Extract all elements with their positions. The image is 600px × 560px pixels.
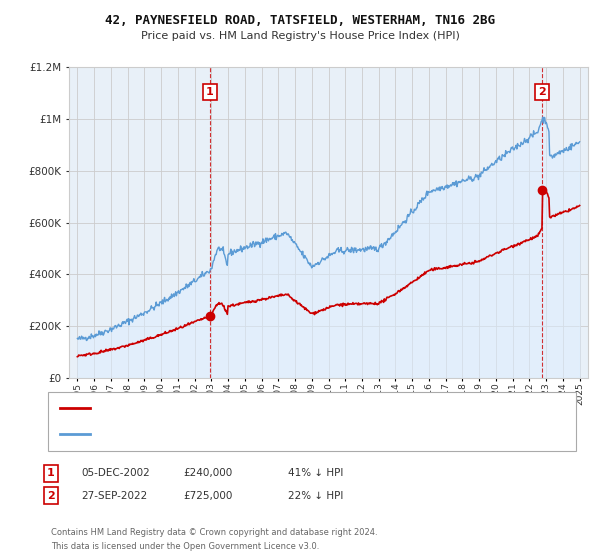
Text: 05-DEC-2002: 05-DEC-2002 [81, 468, 150, 478]
Text: 22% ↓ HPI: 22% ↓ HPI [288, 491, 343, 501]
Text: £725,000: £725,000 [183, 491, 232, 501]
Text: Contains HM Land Registry data © Crown copyright and database right 2024.: Contains HM Land Registry data © Crown c… [51, 528, 377, 536]
Text: HPI: Average price, detached house, Tandridge: HPI: Average price, detached house, Tand… [93, 430, 322, 440]
Text: Price paid vs. HM Land Registry's House Price Index (HPI): Price paid vs. HM Land Registry's House … [140, 31, 460, 41]
Text: 42, PAYNESFIELD ROAD, TATSFIELD, WESTERHAM, TN16 2BG: 42, PAYNESFIELD ROAD, TATSFIELD, WESTERH… [105, 14, 495, 27]
Text: 27-SEP-2022: 27-SEP-2022 [81, 491, 147, 501]
Text: 42, PAYNESFIELD ROAD, TATSFIELD, WESTERHAM, TN16 2BG (detached house): 42, PAYNESFIELD ROAD, TATSFIELD, WESTERH… [93, 403, 479, 413]
Text: 1: 1 [47, 468, 55, 478]
Text: £240,000: £240,000 [183, 468, 232, 478]
Text: 2: 2 [47, 491, 55, 501]
Text: 41% ↓ HPI: 41% ↓ HPI [288, 468, 343, 478]
Text: This data is licensed under the Open Government Licence v3.0.: This data is licensed under the Open Gov… [51, 542, 319, 550]
Text: 1: 1 [206, 87, 214, 97]
Text: 2: 2 [538, 87, 546, 97]
